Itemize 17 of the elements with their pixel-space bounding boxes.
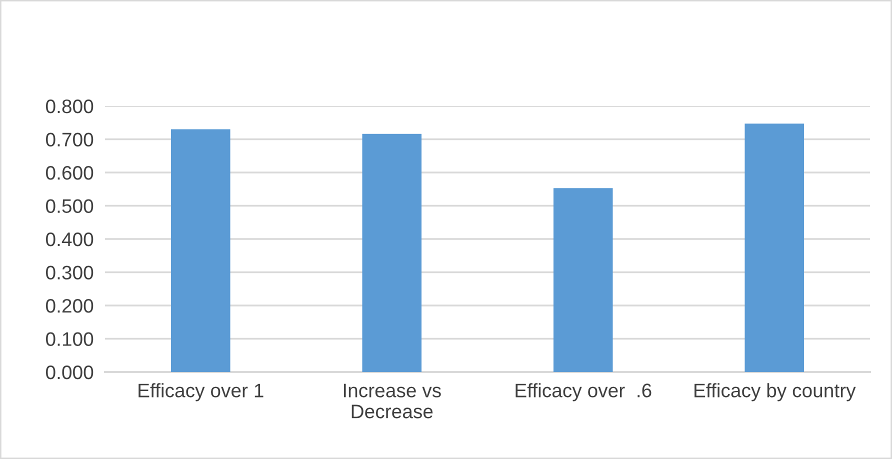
x-tick-label: Efficacy by country bbox=[694, 383, 856, 402]
bar bbox=[553, 188, 613, 372]
y-tick-label: 0.200 bbox=[46, 298, 94, 313]
y-tick-label: 0.100 bbox=[46, 332, 94, 346]
y-tick-label: 0.700 bbox=[46, 132, 94, 146]
x-tick-label: Efficacy over .6 bbox=[516, 383, 652, 402]
x-tick-label: Increase vs Decrease bbox=[344, 384, 441, 418]
y-tick-label: 0.300 bbox=[46, 266, 94, 280]
y-tick-label: 0.500 bbox=[46, 199, 94, 213]
bar bbox=[362, 134, 422, 372]
bar bbox=[170, 129, 230, 372]
y-tick-label: 0.000 bbox=[46, 365, 94, 380]
x-tick-label: Efficacy over 1 bbox=[138, 383, 264, 402]
y-tick-label: 0.600 bbox=[46, 166, 94, 180]
y-tick-label: 0.400 bbox=[46, 232, 94, 246]
bar bbox=[744, 124, 804, 372]
y-tick-label: 0.800 bbox=[46, 99, 94, 114]
